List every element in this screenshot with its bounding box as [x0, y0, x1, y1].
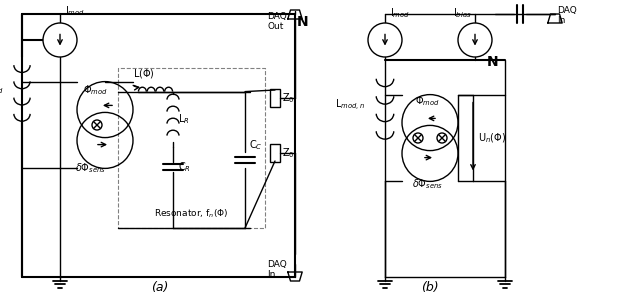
Circle shape [458, 23, 492, 57]
Circle shape [43, 23, 77, 57]
Circle shape [437, 133, 447, 143]
Text: $\Phi_{mod}$: $\Phi_{mod}$ [83, 83, 108, 97]
Text: N: N [487, 55, 499, 69]
Text: L($\Phi$): L($\Phi$) [133, 67, 155, 80]
Text: (b): (b) [421, 280, 439, 293]
Text: C$_C$: C$_C$ [249, 138, 262, 152]
Bar [270, 144, 280, 162]
Text: L$_{mod,n}$: L$_{mod,n}$ [335, 98, 365, 113]
Text: DAQ
In: DAQ In [267, 260, 287, 279]
Text: L$_R$: L$_R$ [178, 112, 189, 126]
Text: I$_{mod}$: I$_{mod}$ [65, 4, 85, 18]
Text: (a): (a) [151, 280, 169, 293]
Text: DAQ
In: DAQ In [557, 6, 577, 25]
Text: C$_R$: C$_R$ [178, 160, 191, 173]
Circle shape [368, 23, 402, 57]
Text: I$_{bias}$: I$_{bias}$ [453, 6, 472, 20]
Text: U$_n$($\Phi$): U$_n$($\Phi$) [478, 131, 506, 145]
Text: N: N [297, 15, 308, 29]
Text: $\delta\Phi_{sens}$: $\delta\Phi_{sens}$ [412, 177, 443, 191]
Text: DAQ
Out: DAQ Out [267, 12, 287, 31]
Text: I$_{mod}$: I$_{mod}$ [390, 6, 410, 20]
Circle shape [413, 133, 423, 143]
Text: Z$_0$: Z$_0$ [282, 91, 294, 105]
Circle shape [92, 120, 102, 130]
Bar [118, 68, 265, 228]
Text: $\Phi_{mod}$: $\Phi_{mod}$ [415, 94, 440, 108]
Text: L$_{mod}$: L$_{mod}$ [0, 83, 4, 96]
Bar [270, 89, 280, 107]
Text: $\delta\Phi_{sens}$: $\delta\Phi_{sens}$ [75, 161, 106, 175]
Text: Resonator, f$_n$($\Phi$): Resonator, f$_n$($\Phi$) [154, 207, 228, 220]
Text: Z$_0$: Z$_0$ [282, 146, 294, 160]
